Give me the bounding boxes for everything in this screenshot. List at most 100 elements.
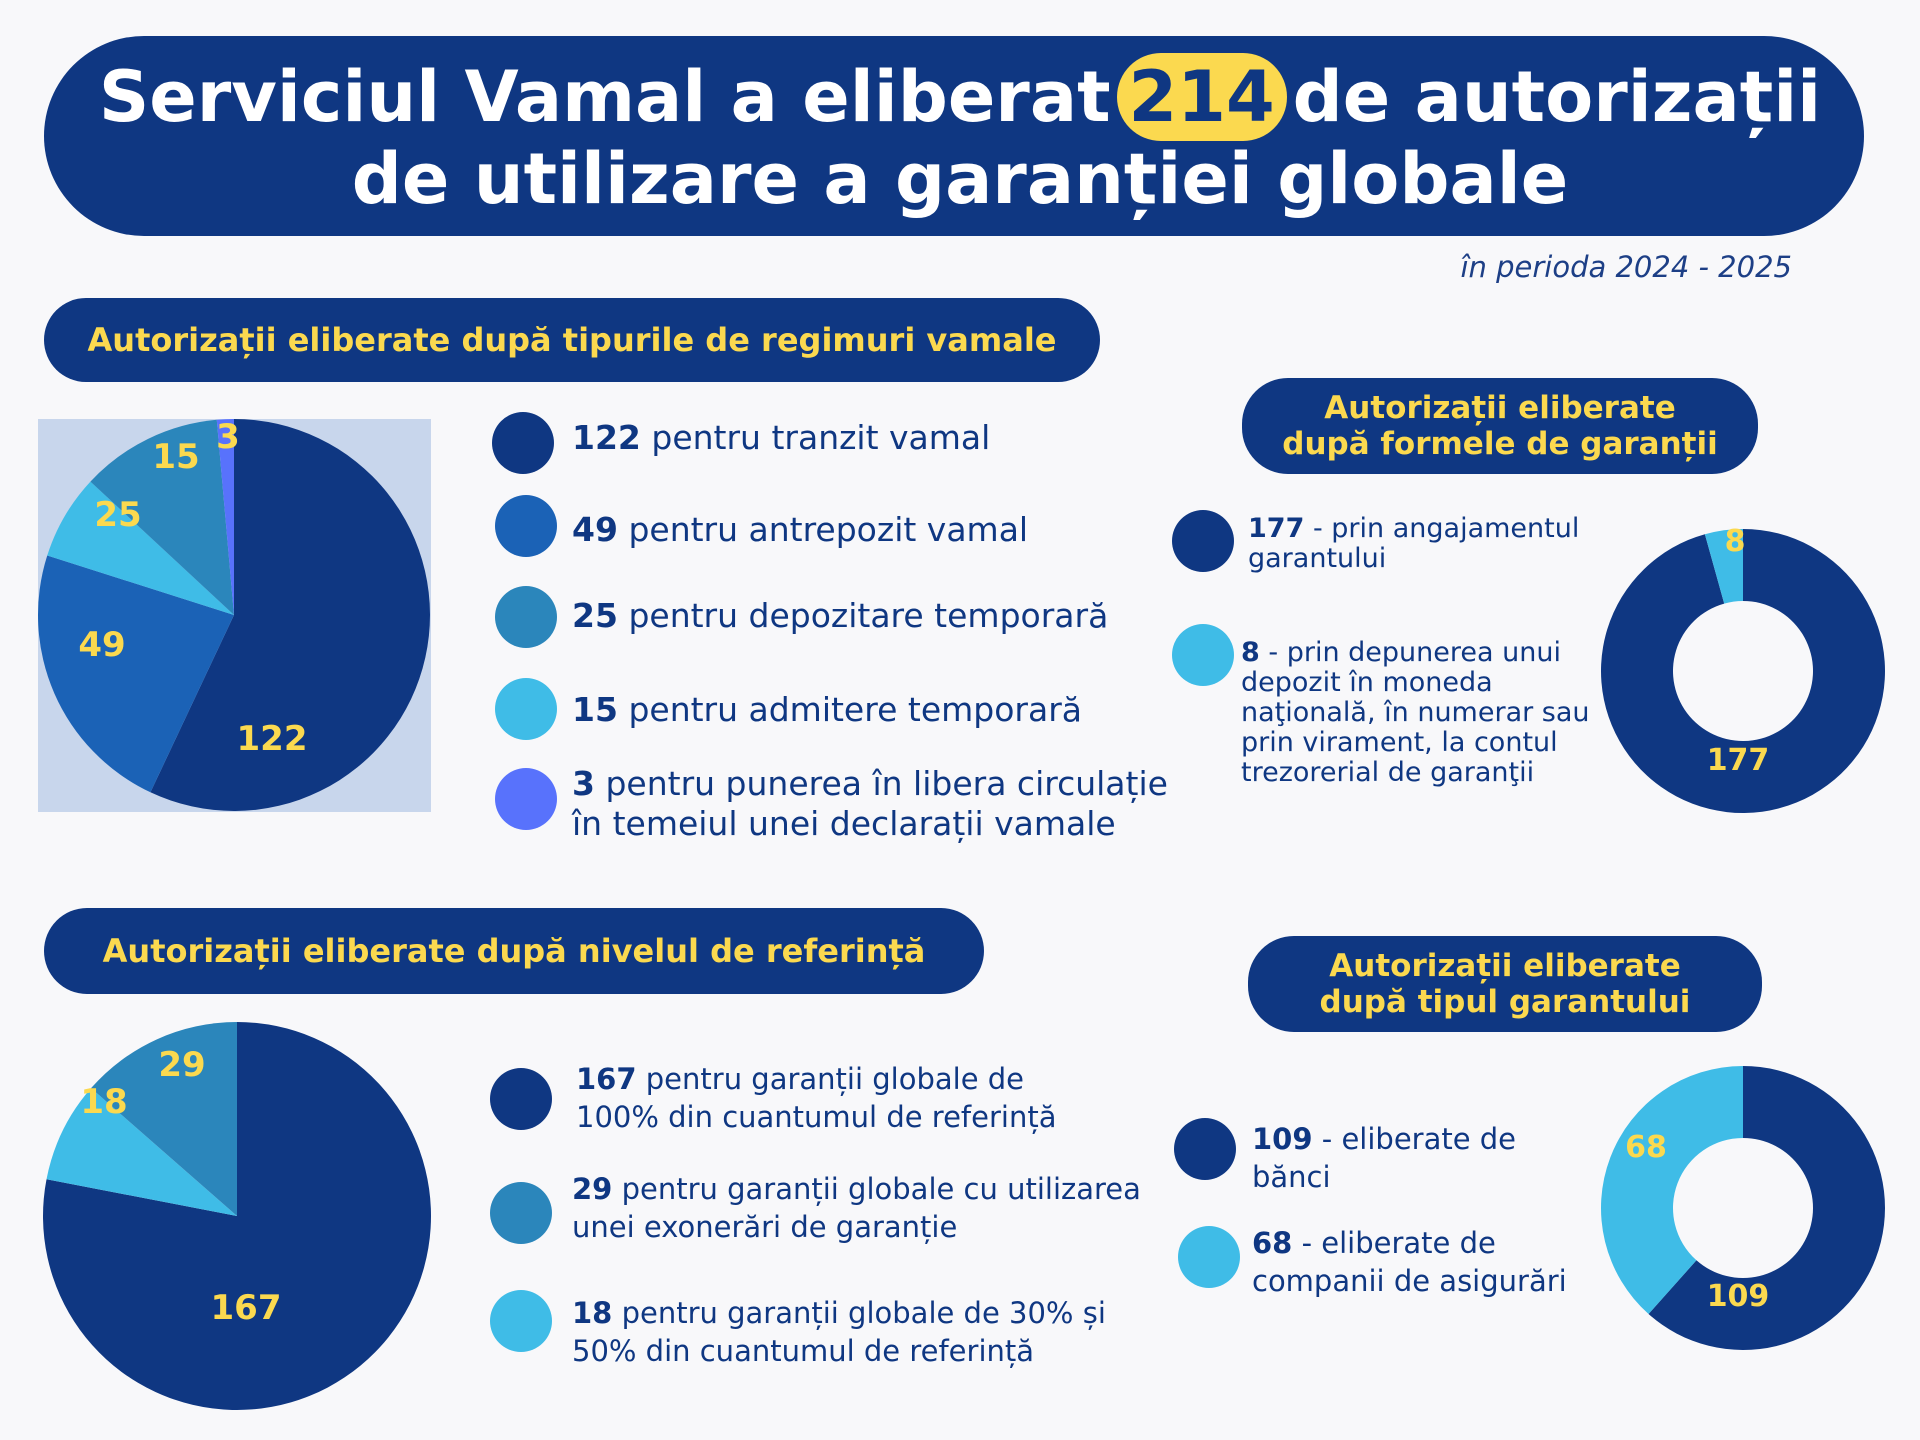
legend-label: pentru garanții globale de <box>645 1062 1024 1096</box>
legend-label-line-2: companii de asigurări <box>1252 1264 1567 1298</box>
data-label-29: 29 <box>158 1045 205 1085</box>
chart-regimes: 122 49 15 25 3 <box>37 417 431 812</box>
legend-value: 49 <box>572 510 618 549</box>
data-label-25: 25 <box>94 495 141 535</box>
data-label-68: 68 <box>1625 1130 1667 1165</box>
legend-label-line-2: 50% din cuantumul de referință <box>572 1334 1035 1368</box>
title-highlight-badge: 214 <box>1116 53 1287 141</box>
legend-value: 29 <box>572 1172 613 1206</box>
legend-label-line-2: 100% din cuantumul de referință <box>576 1100 1057 1134</box>
legend-value: 109 <box>1252 1122 1313 1156</box>
legend-label-line-3: naţională, în numerar sau <box>1241 697 1590 728</box>
legend-dot-banci <box>1174 1118 1236 1180</box>
legend-dot-depozit <box>1172 624 1234 686</box>
chart-reference-level: 167 18 29 <box>42 1022 432 1410</box>
legend-value: 167 <box>576 1062 637 1096</box>
donut-slice-109 <box>1648 1066 1885 1350</box>
legend-value: 8 <box>1241 637 1260 668</box>
legend-label: pentru admitere temporară <box>628 690 1082 729</box>
legend-value: 15 <box>572 690 618 729</box>
donut-slice-177 <box>1601 529 1886 813</box>
legend-value: 3 <box>572 764 595 803</box>
pie-slice-122 <box>150 419 431 812</box>
section-header-guarantor-type-line-1: Autorizații eliberate <box>1329 948 1681 984</box>
legend-dot-ref-100 <box>490 1068 552 1130</box>
legend-label: - eliberate de <box>1321 1122 1517 1156</box>
legend-label: pentru garanții globale cu utilizarea <box>621 1172 1141 1206</box>
legend-dot-asigurari <box>1178 1226 1240 1288</box>
legend-item-asigurari: 68 - eliberate de companii de asigurări <box>1252 1224 1567 1300</box>
page-title-line-1: Serviciul Vamal a eliberat 214 de autoriza… <box>0 52 1920 142</box>
data-label-3: 3 <box>216 417 240 457</box>
legend-label: pentru antrepozit vamal <box>628 510 1029 549</box>
title-before: Serviciul Vamal a eliberat <box>98 56 1111 138</box>
data-label-122: 122 <box>237 719 308 759</box>
section-header-guarantee-forms: Autorizații eliberate după formele de ga… <box>1242 378 1758 474</box>
legend-label-line-2: bănci <box>1252 1160 1331 1194</box>
pie-slice-25 <box>90 419 234 615</box>
pie-slice-18 <box>46 1088 237 1216</box>
pie-slice-15 <box>47 481 234 615</box>
legend-dot-libera-circulatie <box>495 768 557 830</box>
page-title-line-2: de utilizare a garanției globale <box>351 138 1569 220</box>
legend-item-ref-100: 167 pentru garanții globale de 100% din … <box>576 1060 1056 1136</box>
legend-dot-ref-30-50 <box>490 1290 552 1352</box>
legend-item-antrepozit: 49 pentru antrepozit vamal <box>572 510 1028 550</box>
pie-slice-29 <box>91 1022 237 1216</box>
legend-item-tranzit: 122 pentru tranzit vamal <box>572 418 990 458</box>
legend-label-line-2: în temeiul unei declarații vamale <box>572 804 1116 843</box>
legend-item-exonerare: 29 pentru garanții globale cu utilizarea… <box>572 1170 1141 1246</box>
legend-label-line-5: trezorerial de garanţii <box>1241 757 1535 788</box>
legend-item-admitere: 15 pentru admitere temporară <box>572 690 1082 730</box>
data-label-18: 18 <box>80 1082 127 1122</box>
legend-value: 25 <box>572 596 618 635</box>
legend-dot-tranzit <box>492 412 554 474</box>
legend-label: - prin depunerea unui <box>1268 637 1561 668</box>
legend-label: pentru tranzit vamal <box>651 418 991 457</box>
legend-dot-antrepozit <box>495 495 557 557</box>
legend-label: pentru punerea în libera circulație <box>605 764 1168 803</box>
legend-value: 122 <box>572 418 641 457</box>
legend-dot-angajament <box>1172 510 1234 572</box>
section-header-guarantor-type: Autorizații eliberate după tipul garantu… <box>1248 936 1762 1032</box>
legend-dot-exonerare <box>490 1182 552 1244</box>
legend-item-angajament: 177 - prin angajamentul garantului <box>1248 514 1579 574</box>
legend-item-libera-circulatie: 3 pentru punerea în libera circulație în… <box>572 764 1168 844</box>
data-label-167: 167 <box>211 1288 282 1328</box>
legend-label-line-2: depozit în moneda <box>1241 667 1493 698</box>
legend-item-depozit: 8 - prin depunerea unui depozit în moned… <box>1241 638 1590 788</box>
data-label-8: 8 <box>1725 524 1746 559</box>
title-after: de autorizații <box>1292 56 1822 138</box>
donut-slice-68 <box>1601 1066 1743 1315</box>
legend-label: - eliberate de <box>1301 1226 1496 1260</box>
section-header-guarantee-forms-line-1: Autorizații eliberate <box>1324 390 1676 426</box>
data-label-109: 109 <box>1707 1279 1770 1314</box>
section-header-regimes: Autorizații eliberate după tipurile de r… <box>44 298 1100 382</box>
legend-item-banci: 109 - eliberate de bănci <box>1252 1120 1516 1196</box>
legend-value: 18 <box>572 1296 613 1330</box>
legend-label: - prin angajamentul <box>1312 513 1580 544</box>
section-header-guarantor-type-line-2: după tipul garantului <box>1319 984 1691 1020</box>
donut-slice-8 <box>1704 529 1743 604</box>
legend-item-depozitare: 25 pentru depozitare temporară <box>572 596 1108 636</box>
legend-label-line-2: unei exonerări de garanție <box>572 1210 958 1244</box>
pie-slice-167 <box>42 1022 432 1410</box>
title-banner <box>44 36 1864 236</box>
data-label-15: 15 <box>152 437 199 477</box>
section-header-guarantee-forms-line-2: după formele de garanții <box>1282 426 1718 462</box>
legend-item-ref-30-50: 18 pentru garanții globale de 30% și 50%… <box>572 1294 1106 1370</box>
legend-value: 68 <box>1252 1226 1293 1260</box>
legend-value: 177 <box>1248 513 1305 544</box>
chart-guarantor-type: 109 68 <box>1601 1066 1885 1350</box>
data-label-177: 177 <box>1707 743 1770 778</box>
period-subtitle: în perioda 2024 - 2025 <box>1460 250 1792 284</box>
pie-slice-3 <box>216 419 234 615</box>
legend-label: pentru depozitare temporară <box>628 596 1109 635</box>
pie-slice-49 <box>37 555 234 793</box>
legend-label: pentru garanții globale de 30% și <box>621 1296 1106 1330</box>
legend-label-line-2: garantului <box>1248 543 1387 574</box>
legend-dot-admitere <box>495 678 557 740</box>
legend-dot-depozitare <box>495 586 557 648</box>
